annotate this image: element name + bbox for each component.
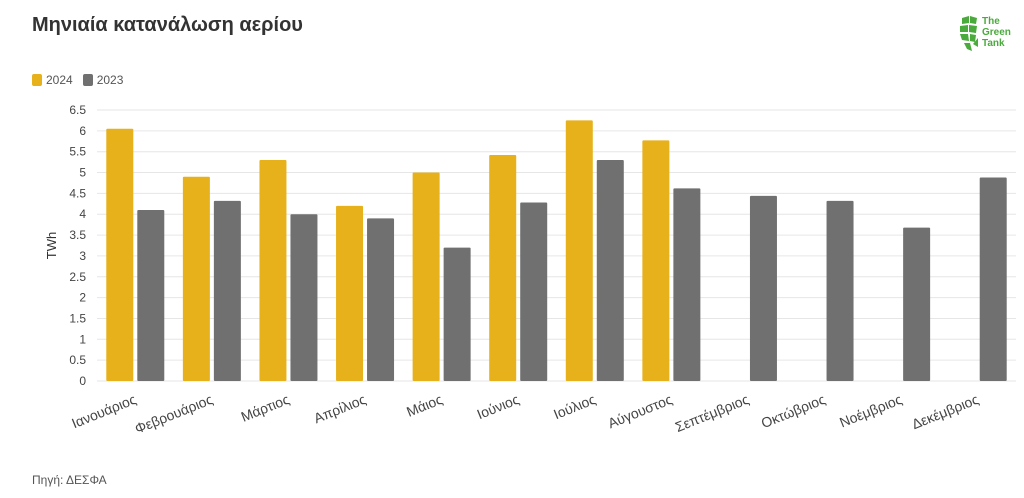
bar-2023-8 bbox=[673, 188, 701, 381]
legend-item-2024[interactable]: 2024 bbox=[32, 73, 73, 87]
bar-2023-11 bbox=[903, 227, 931, 381]
y-tick-label: 4.5 bbox=[69, 186, 86, 200]
bar-2023-3 bbox=[290, 214, 318, 381]
logo-text: The Green Tank bbox=[982, 16, 1011, 49]
x-tick-label: Μάρτιος bbox=[239, 391, 292, 425]
y-tick-label: 6 bbox=[79, 124, 86, 138]
bar-2024-2 bbox=[182, 176, 210, 381]
legend-label-2023: 2023 bbox=[96, 73, 124, 87]
bar-2024-6 bbox=[489, 155, 517, 381]
bar-2023-10 bbox=[826, 200, 854, 381]
y-tick-label: 1.5 bbox=[69, 311, 86, 325]
logo-globe-icon bbox=[960, 16, 978, 51]
legend: 2024 2023 bbox=[32, 73, 133, 87]
bar-2024-1 bbox=[106, 128, 134, 381]
chart-title: Μηνιαία κατανάλωση αερίου bbox=[32, 14, 303, 36]
y-tick-label: 6.5 bbox=[69, 103, 86, 117]
source-note: Πηγή: ΔΕΣΦΑ bbox=[32, 473, 107, 487]
x-tick-label: Απρίλιος bbox=[311, 391, 368, 426]
legend-label-2024: 2024 bbox=[46, 73, 73, 87]
y-tick-label: 2 bbox=[79, 291, 86, 305]
y-tick-label: 3.5 bbox=[69, 228, 86, 242]
bar-2023-9 bbox=[749, 195, 777, 381]
bar-2023-1 bbox=[137, 210, 165, 381]
legend-swatch-2023 bbox=[82, 74, 93, 86]
x-tick-label: Σεπτέμβριος bbox=[673, 391, 752, 435]
x-tick-label: Φεβρουάριος bbox=[132, 391, 215, 437]
y-tick-label: 0 bbox=[79, 374, 86, 388]
y-tick-label: 1 bbox=[79, 332, 86, 346]
y-tick-label: 4 bbox=[79, 207, 86, 221]
the-green-tank-logo: The Green Tank bbox=[958, 14, 1018, 58]
x-tick-label: Ιούνιος bbox=[475, 391, 522, 422]
x-tick-label: Ιούλιος bbox=[551, 391, 598, 422]
bar-chart: 0 0.5 1 1.5 2 2.5 3 3.5 4 4.5 5 5.5 6 6.5 TWh Ιανουάριο… bbox=[44, 103, 1016, 437]
bar-2023-7 bbox=[596, 160, 624, 381]
y-tick-label: 0.5 bbox=[69, 353, 86, 367]
bar-2023-5 bbox=[443, 247, 471, 381]
bar-2023-6 bbox=[520, 202, 548, 381]
x-tick-label: Νοέμβριος bbox=[837, 391, 904, 431]
bar-2023-4 bbox=[367, 218, 395, 381]
x-tick-label: Ιανουάριος bbox=[69, 391, 138, 431]
x-tick-label: Μάιος bbox=[404, 391, 445, 420]
bar-2024-8 bbox=[642, 140, 670, 381]
y-tick-label: 5 bbox=[79, 166, 86, 180]
x-tick-label: Δεκέμβριος bbox=[909, 391, 981, 432]
bar-2024-4 bbox=[336, 205, 364, 381]
legend-swatch-2024 bbox=[32, 74, 42, 86]
x-tick-label: Αύγουστος bbox=[606, 391, 675, 431]
legend-item-2023[interactable]: 2023 bbox=[82, 73, 124, 87]
bar-2024-7 bbox=[565, 120, 593, 381]
y-tick-label: 2.5 bbox=[69, 270, 86, 284]
bar-2024-5 bbox=[412, 172, 440, 381]
bar-2024-3 bbox=[259, 160, 287, 381]
y-tick-label: 5.5 bbox=[69, 145, 86, 159]
bar-2023-2 bbox=[213, 200, 241, 381]
y-axis-label: TWh bbox=[44, 232, 59, 259]
bar-2023-12 bbox=[979, 177, 1007, 381]
x-tick-label: Οκτώβριος bbox=[759, 391, 828, 431]
y-tick-label: 3 bbox=[79, 249, 86, 263]
